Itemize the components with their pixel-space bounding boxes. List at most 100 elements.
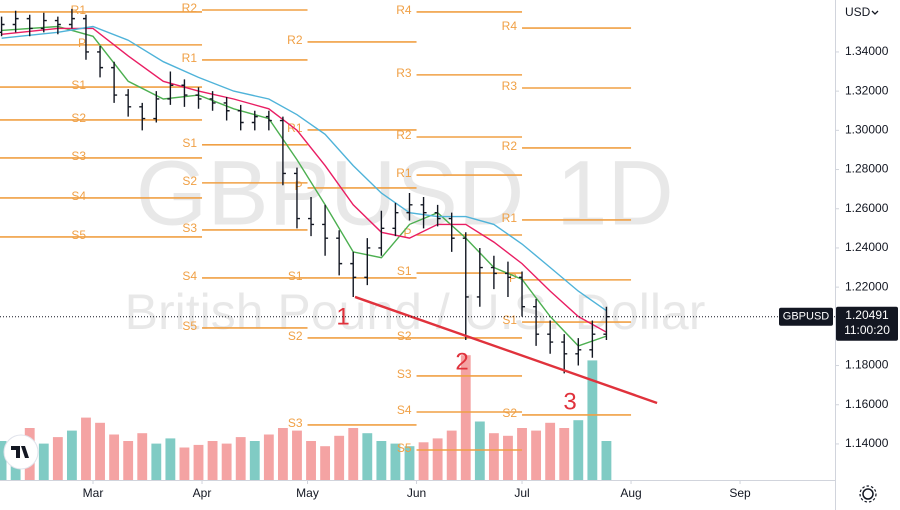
pivot-label: S1 bbox=[288, 269, 303, 283]
pivot-label: P bbox=[404, 226, 412, 240]
ohlc-bar bbox=[322, 204, 329, 256]
y-tick-label: 1.26000 bbox=[845, 201, 889, 215]
pivot-label: R2 bbox=[182, 1, 198, 15]
y-tick-label: 1.34000 bbox=[845, 44, 889, 58]
volume-bar bbox=[587, 360, 598, 480]
pivot-label: R2 bbox=[502, 139, 518, 153]
volume-bar bbox=[95, 422, 105, 480]
ohlc-bar bbox=[0, 16, 5, 37]
ohlc-bar bbox=[209, 91, 216, 111]
watermark-description: British Pound / U.S. Dollar bbox=[125, 284, 706, 340]
pivot-label: S5 bbox=[182, 319, 197, 333]
logo[interactable] bbox=[3, 434, 39, 470]
currency-label[interactable]: USD bbox=[845, 5, 871, 19]
pivot-label: S2 bbox=[397, 329, 412, 343]
y-tick-label: 1.30000 bbox=[845, 123, 889, 137]
volume-bar bbox=[601, 441, 612, 480]
ohlc-bar bbox=[181, 79, 188, 107]
pivot-label: R1 bbox=[502, 211, 518, 225]
volume-bar bbox=[0, 441, 7, 480]
x-tick-label: Sep bbox=[729, 486, 751, 500]
y-tick-label: 1.14000 bbox=[845, 436, 889, 450]
volume-bar bbox=[193, 444, 204, 480]
y-tick-label: 1.28000 bbox=[845, 162, 889, 176]
volume-bar bbox=[460, 355, 471, 480]
pivot-label: R1 bbox=[182, 51, 198, 65]
pivot-label: S2 bbox=[182, 174, 197, 188]
pivot-label: R4 bbox=[502, 19, 518, 33]
ohlc-bar bbox=[476, 247, 483, 307]
symbol-tag bbox=[779, 307, 833, 326]
ohlc-bar bbox=[293, 167, 300, 229]
volume-bar bbox=[137, 433, 148, 480]
moving-average bbox=[1, 25, 607, 312]
volume-bar bbox=[109, 434, 120, 480]
ohlc-bar bbox=[420, 196, 427, 229]
volume-bar bbox=[390, 443, 401, 480]
volume-bar bbox=[165, 438, 176, 480]
ohlc-bar bbox=[533, 298, 540, 346]
pivot-label: S3 bbox=[288, 416, 303, 430]
pivot-label: R1 bbox=[396, 166, 412, 180]
x-tick-label: Mar bbox=[83, 486, 104, 500]
volume-bar bbox=[263, 434, 274, 480]
y-tick-label: 1.32000 bbox=[845, 83, 889, 97]
ohlc-bar bbox=[40, 12, 47, 33]
ohlc-bar bbox=[490, 255, 497, 290]
pivot-layer: R1 P S1 S2 S3 S4 S5 R2 R1 S1 S2 S3 S4 S5 R2 R1 P S1 S2 S3 R4… bbox=[0, 1, 632, 455]
y-tick-label: 1.18000 bbox=[845, 358, 889, 372]
wave-label: 3 bbox=[563, 388, 576, 415]
x-tick-label: May bbox=[296, 486, 319, 500]
pivot-label: R2 bbox=[287, 33, 303, 47]
pivot-label: S1 bbox=[397, 264, 412, 278]
ohlc-bar bbox=[308, 196, 315, 237]
ohlc-bar bbox=[195, 87, 202, 109]
ohlc-bar bbox=[153, 91, 160, 123]
volume-bar bbox=[249, 441, 260, 480]
ohlc-bar bbox=[561, 334, 568, 374]
volume-bar bbox=[559, 428, 570, 480]
watermark-interval: 1D bbox=[556, 142, 674, 244]
ohlc-bar bbox=[434, 204, 441, 227]
volume-bar bbox=[235, 437, 246, 480]
pivot-label: S3 bbox=[182, 221, 197, 235]
ohlc-bar bbox=[589, 320, 596, 358]
ohlc-bar bbox=[111, 61, 118, 103]
volume-bar bbox=[488, 433, 499, 480]
volume-bar bbox=[123, 441, 134, 480]
ohlc-bar bbox=[504, 261, 511, 297]
y-tick-label: 1.22000 bbox=[845, 279, 889, 293]
y-tick-label: 1.24000 bbox=[845, 240, 889, 254]
volume-bar bbox=[545, 422, 556, 480]
pivot-label: R3 bbox=[502, 79, 518, 93]
volume-bar bbox=[277, 428, 288, 480]
ohlc-bar bbox=[68, 8, 75, 29]
volume-bar bbox=[432, 438, 443, 480]
pivot-label: P bbox=[509, 271, 517, 285]
x-tick-label: Aug bbox=[620, 486, 641, 500]
currency-caret[interactable] bbox=[871, 10, 879, 15]
ohlc-bar bbox=[139, 102, 146, 131]
price-tag bbox=[836, 306, 898, 341]
volume-bar bbox=[38, 443, 49, 480]
moving-average bbox=[1, 27, 607, 333]
pivot-label: S5 bbox=[397, 441, 412, 455]
settings-icon[interactable] bbox=[859, 485, 877, 503]
pivot-label: S1 bbox=[71, 78, 86, 92]
ohlc-bar bbox=[448, 212, 455, 252]
volume-bar bbox=[404, 446, 415, 480]
pivot-label: S2 bbox=[288, 329, 303, 343]
watermark: GBPUSD 1D British Pound / U.S. Dollar bbox=[125, 142, 706, 340]
pivot-label: P bbox=[78, 36, 86, 50]
ohlc-bar bbox=[406, 193, 413, 221]
pivot-label: R2 bbox=[396, 128, 412, 142]
pivot-label: S2 bbox=[71, 111, 86, 125]
ohlc-bar bbox=[519, 271, 526, 317]
ohlc-bar bbox=[336, 230, 343, 276]
pivot-label: R3 bbox=[396, 66, 412, 80]
volume-bar bbox=[503, 435, 513, 480]
trendline bbox=[354, 295, 658, 405]
ohlc-bar bbox=[279, 116, 286, 186]
